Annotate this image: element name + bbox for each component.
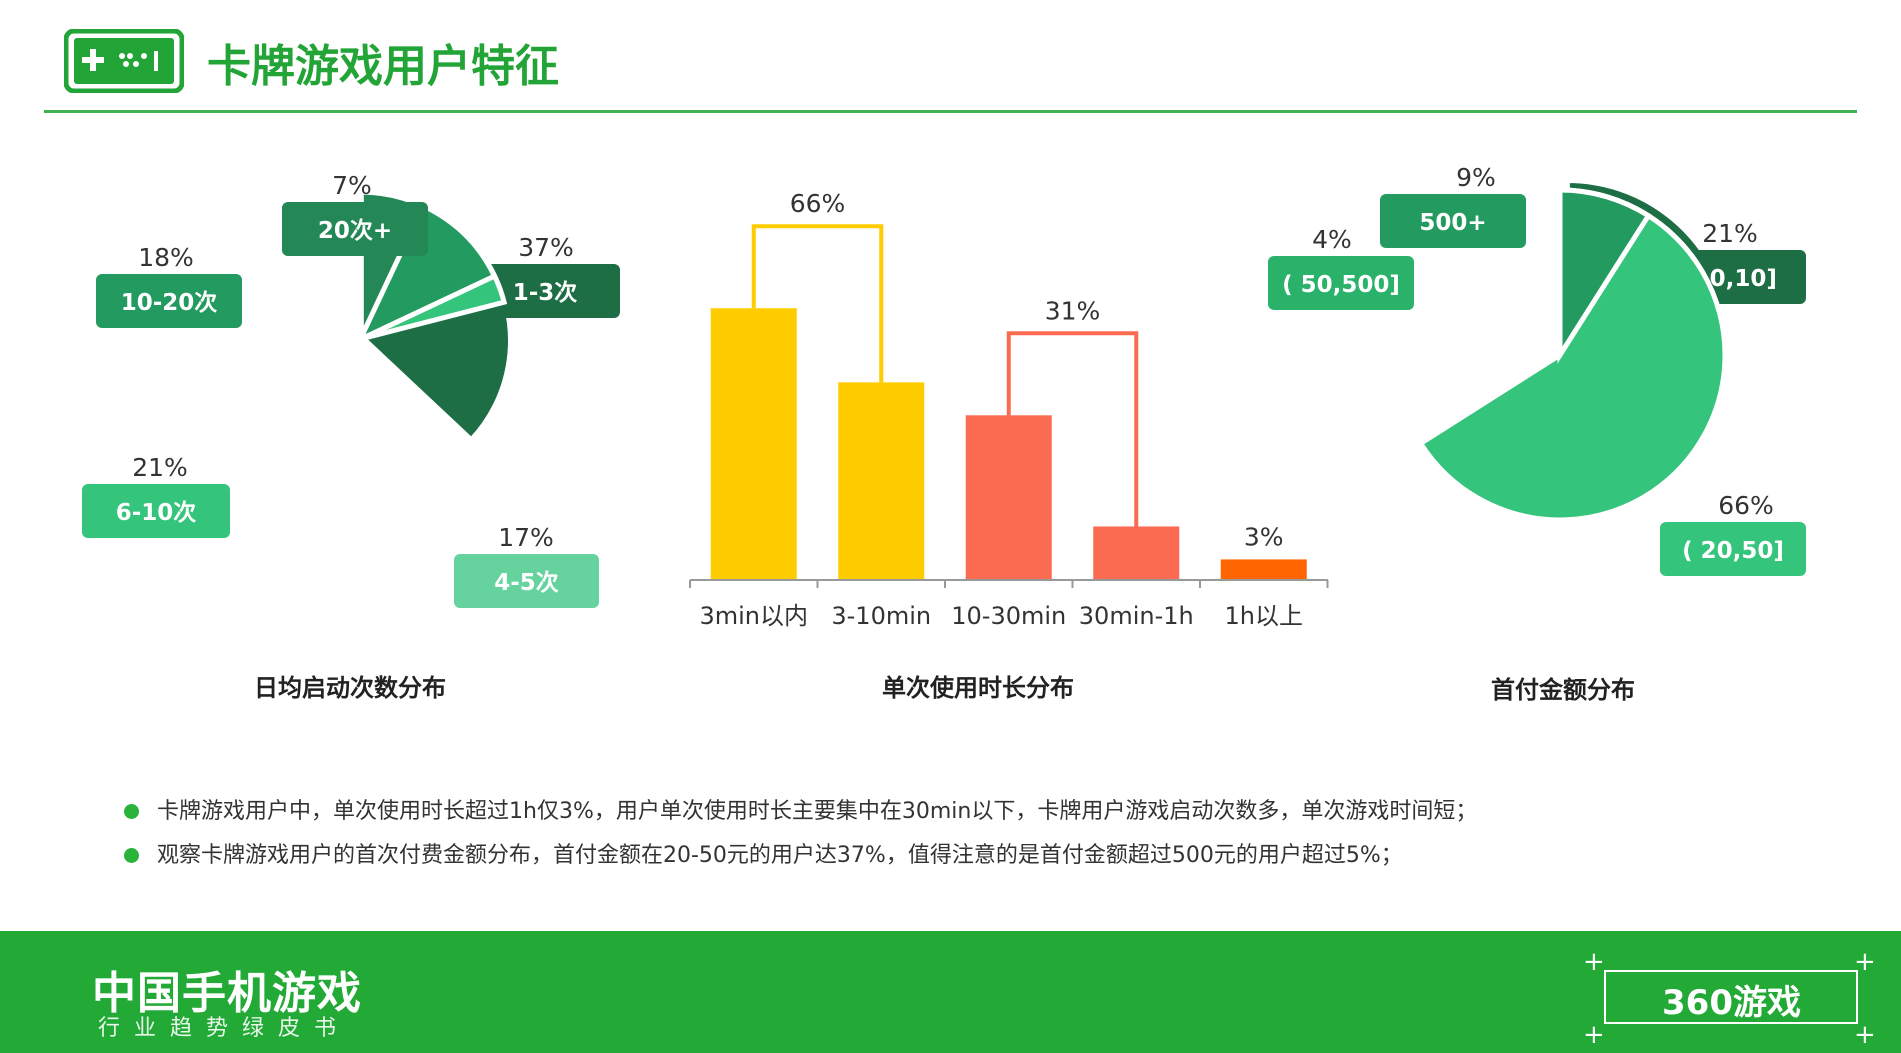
slice-label-box	[82, 484, 230, 538]
x-tick-label: 1h以上	[1225, 602, 1303, 630]
slice-percent: 4%	[1312, 225, 1352, 254]
pie-slice	[1417, 187, 1728, 523]
bar	[965, 415, 1052, 580]
slice-label-box	[96, 274, 242, 328]
footer-tagline: 行业趋势绿皮书	[98, 1016, 351, 1041]
slice-label: 10-20次	[121, 289, 218, 316]
data-label: 3%	[1244, 522, 1284, 551]
bracket-label: 66%	[790, 189, 846, 218]
slice-label-box	[1268, 256, 1414, 310]
slice-label: ( 50,500]	[1282, 272, 1400, 298]
slice-percent: 21%	[132, 453, 188, 482]
footer-brand: 中国手机游戏	[92, 968, 362, 1019]
chart1-caption: 日均启动次数分布	[254, 674, 446, 702]
plus-icon: +	[1854, 947, 1876, 977]
slice-label: 1-3次	[513, 279, 578, 306]
slice-label: 500+	[1419, 210, 1486, 236]
slice-percent: 7%	[332, 171, 372, 200]
bar	[1220, 559, 1307, 580]
chart2-caption: 单次使用时长分布	[882, 674, 1074, 702]
bracket-line	[1006, 331, 1139, 527]
slice-label-box	[1660, 522, 1806, 576]
bracket-label: 31%	[1045, 296, 1101, 325]
plus-icon: +	[1583, 1020, 1605, 1050]
slice-label-box	[282, 202, 428, 256]
slice-label: 6-10次	[116, 499, 197, 526]
slice-label: 4-5次	[494, 569, 559, 596]
slice-percent: 21%	[1702, 219, 1758, 248]
slice-label-box	[470, 264, 620, 318]
logo-frame	[1604, 970, 1858, 1024]
footer-bar	[0, 931, 1901, 1053]
bullet-dot	[124, 804, 139, 819]
slice-label-box	[1380, 194, 1526, 248]
plus-icon: +	[1854, 1020, 1876, 1050]
slice-percent: 37%	[518, 233, 574, 262]
bar	[1093, 526, 1180, 580]
launch-frequency-pie-chart: 1-3次 37% 4-5次 17% 6-10次 21% 10-20次 18% 20次+ 7%	[82, 171, 620, 608]
pie-slice	[1557, 187, 1652, 364]
finding-text: 卡牌游戏用户中，单次使用时长超过1h仅3%，用户单次使用时长主要集中在30min…	[157, 799, 1478, 824]
slice-percent: 18%	[138, 243, 194, 272]
first-payment-pie-chart: ( 0,10]21%( 20,50]66%( 50,500]4%500+9%	[1268, 163, 1806, 576]
bar	[710, 308, 797, 580]
slice-label: 20次+	[318, 217, 392, 244]
list-item: 观察卡牌游戏用户的首次付费金额分布，首付金额在20-50元的用户达37%，值得注…	[124, 834, 1477, 878]
finding-text: 观察卡牌游戏用户的首次付费金额分布，首付金额在20-50元的用户达37%，值得注…	[157, 843, 1403, 868]
list-item: 卡牌游戏用户中，单次使用时长超过1h仅3%，用户单次使用时长主要集中在30min…	[124, 790, 1477, 834]
chart3-caption: 首付金额分布	[1491, 676, 1635, 704]
bar	[838, 382, 925, 580]
x-tick-label: 3-10min	[831, 602, 931, 630]
360-games-logo: 360游戏	[1662, 983, 1801, 1023]
x-tick-label: 10-30min	[951, 602, 1066, 630]
x-tick-label: 30min-1h	[1079, 602, 1194, 630]
slice-percent: 17%	[498, 523, 554, 552]
slice-label: ( 20,50]	[1682, 538, 1784, 564]
session-length-bar-chart: 3min以内 3-10min 10-30min 30min-1h 1h以上 66% 31% 3…	[689, 189, 1329, 630]
plus-icon: +	[1583, 947, 1605, 977]
gamepad-icon	[64, 29, 184, 93]
slice-percent: 66%	[1718, 491, 1774, 520]
findings-list: 卡牌游戏用户中，单次使用时长超过1h仅3%，用户单次使用时长主要集中在30min…	[124, 790, 1477, 878]
header-divider	[44, 110, 1857, 113]
page-title: 卡牌游戏用户特征	[207, 41, 559, 92]
bracket-line	[751, 224, 884, 383]
slice-percent: 9%	[1456, 163, 1496, 192]
slice-label-box	[454, 554, 599, 608]
bullet-dot	[124, 848, 139, 863]
x-tick-label: 3min以内	[699, 602, 808, 630]
